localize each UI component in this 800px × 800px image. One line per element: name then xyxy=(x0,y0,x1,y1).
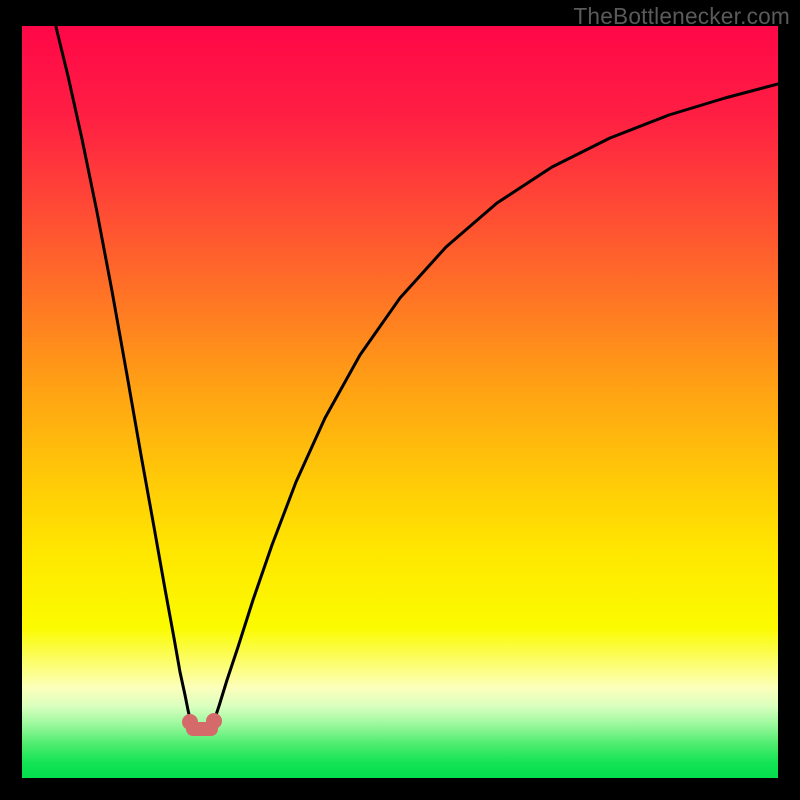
curve-right xyxy=(215,84,778,718)
curves-layer xyxy=(22,26,778,778)
curve-left xyxy=(56,27,190,719)
plot-frame xyxy=(0,0,800,800)
watermark-text: TheBottlenecker.com xyxy=(573,3,790,30)
plot-area xyxy=(22,26,778,778)
sweet-spot-marker xyxy=(182,713,222,736)
